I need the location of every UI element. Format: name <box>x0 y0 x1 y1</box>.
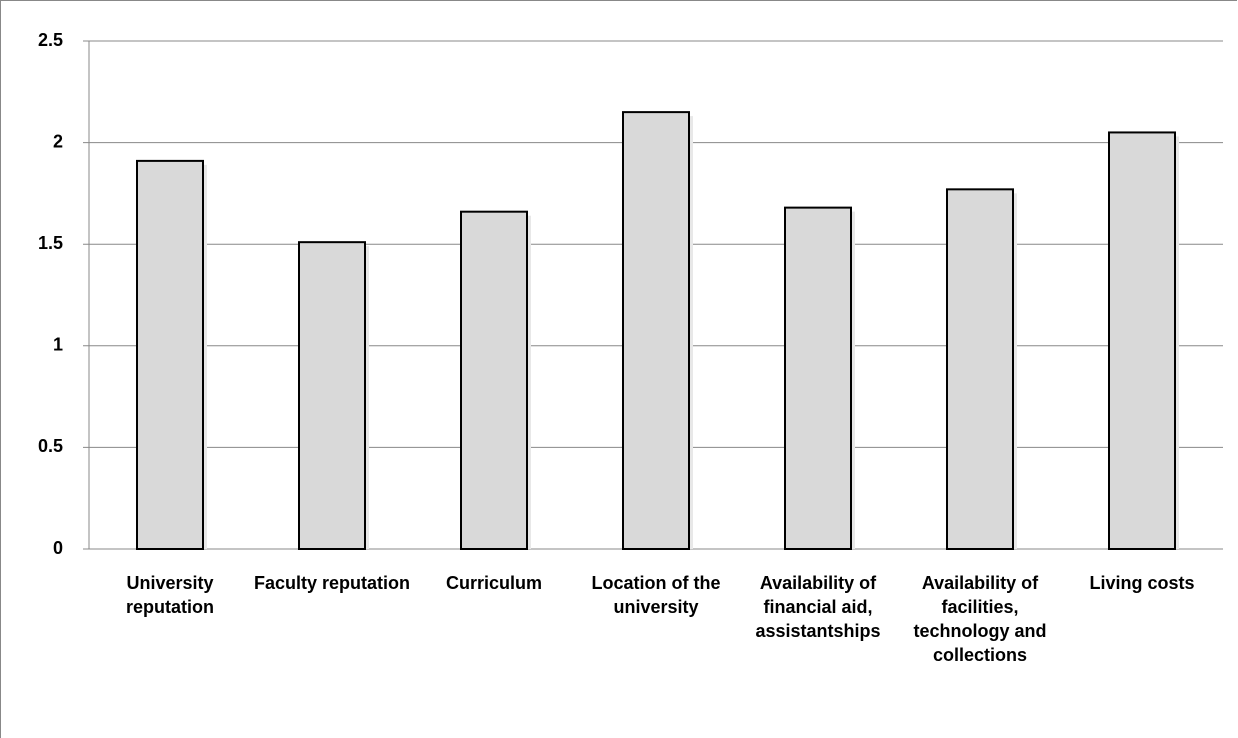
bar <box>946 188 1014 550</box>
y-tick-label: 1 <box>53 335 63 355</box>
bar <box>298 241 366 550</box>
x-tick-label: Availability of facilities, technology a… <box>913 573 1047 665</box>
x-tick-label: Availability of financial aid, assistant… <box>755 573 881 641</box>
x-tick-label: University reputation <box>126 573 214 617</box>
bar <box>1108 131 1176 550</box>
y-tick-label: 0.5 <box>38 436 63 456</box>
bar <box>136 159 204 550</box>
bar <box>460 210 528 551</box>
y-tick-label: 1.5 <box>38 233 63 253</box>
x-tick-label: Living costs <box>1089 573 1195 593</box>
y-tick-label: 0 <box>53 538 63 558</box>
y-tick-label: 2.5 <box>38 30 63 50</box>
x-tick-label: Faculty reputation <box>254 573 411 593</box>
bar <box>622 111 690 551</box>
bar <box>784 206 852 550</box>
y-tick-label: 2 <box>53 131 63 151</box>
x-tick-label: Curriculum <box>445 573 542 593</box>
x-tick-label: Location of the university <box>591 573 721 617</box>
